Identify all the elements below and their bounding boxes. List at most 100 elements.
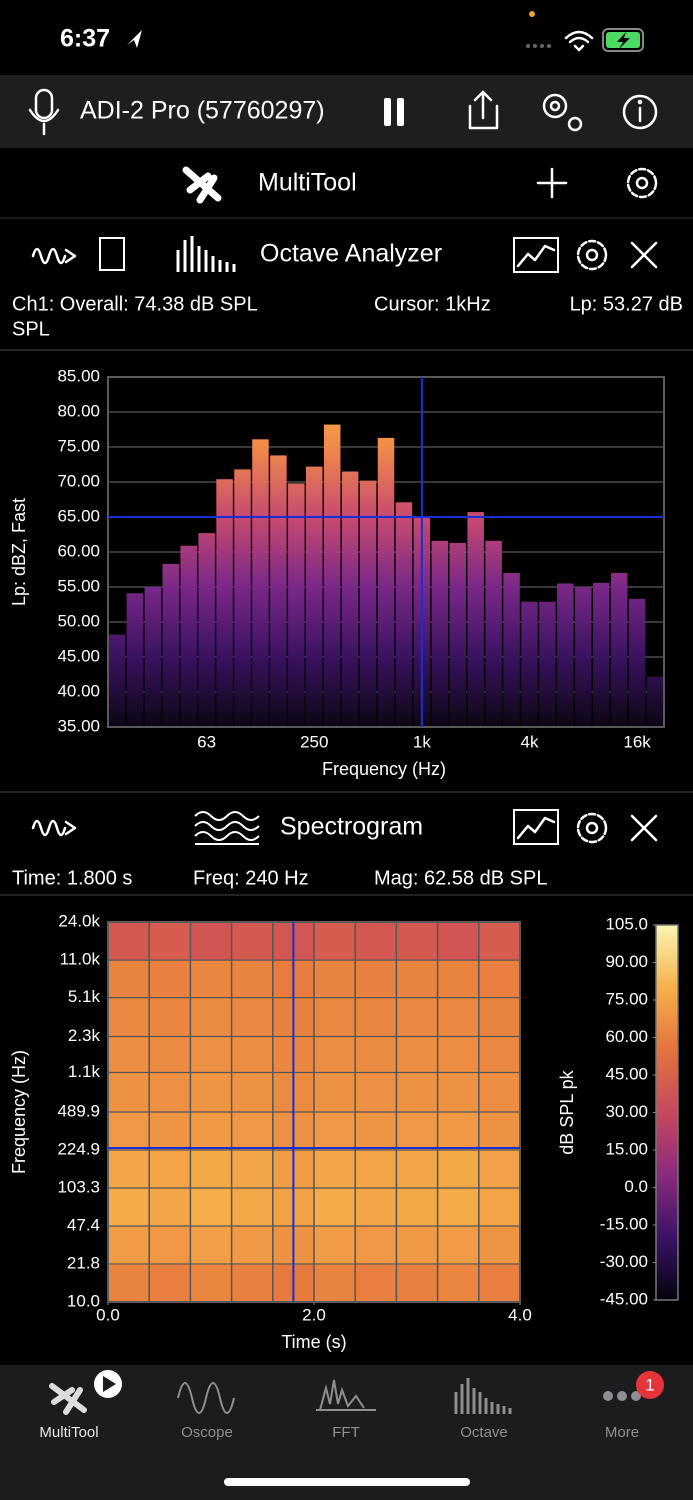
graph-options[interactable]	[513, 809, 559, 845]
colorbar-tick-label: 15.00	[605, 1139, 648, 1158]
bar	[485, 540, 502, 727]
plot-border	[107, 921, 521, 1303]
heat-cell	[478, 997, 521, 1037]
heat-cell	[355, 1226, 397, 1265]
clock: 6:37	[60, 25, 110, 53]
close-panel[interactable]	[630, 814, 658, 842]
y-tick-label: 35.00	[57, 716, 100, 735]
heat-cell	[355, 1072, 397, 1113]
bar	[646, 676, 664, 727]
y-tick-label: 40.00	[57, 681, 100, 700]
tab-icon[interactable]	[603, 1391, 641, 1401]
heat-cell	[314, 922, 356, 961]
badge-count: 1	[645, 1375, 654, 1394]
y-tick-label: 2.3k	[68, 1026, 101, 1045]
y-tick-label: 224.9	[57, 1139, 100, 1158]
tab-label[interactable]: Octave	[460, 1424, 508, 1441]
x-tick-label: 1k	[413, 732, 431, 751]
tab-icon[interactable]	[454, 1378, 512, 1414]
y-tick-label: 70.00	[57, 471, 100, 490]
y-tick-label: 5.1k	[68, 987, 101, 1006]
heat-cell	[396, 1036, 439, 1074]
heat-cell	[478, 1150, 521, 1189]
y-tick-label: 85.00	[57, 366, 100, 385]
tab-label[interactable]: FFT	[332, 1424, 360, 1441]
tab-label[interactable]: Oscope	[181, 1424, 233, 1441]
heat-cell	[149, 960, 191, 999]
add-button[interactable]	[536, 167, 568, 199]
y-tick-label: 50.00	[57, 611, 100, 630]
heat-cell	[231, 1150, 274, 1189]
badge	[636, 1371, 664, 1399]
heat-cell	[355, 922, 397, 961]
share-button[interactable]	[468, 90, 499, 130]
signal-source[interactable]	[31, 819, 77, 837]
heat-cell	[396, 1111, 439, 1151]
bar	[108, 634, 126, 727]
tab-icon[interactable]	[316, 1379, 376, 1411]
bar	[216, 479, 233, 727]
panel-settings[interactable]	[576, 239, 608, 271]
bar	[610, 573, 628, 727]
heat-cell	[149, 1187, 191, 1227]
heat-cell	[231, 1226, 274, 1265]
mic-indicator	[529, 11, 535, 17]
colorbar-tick-label: -45.00	[600, 1289, 648, 1308]
heat-cell	[190, 997, 233, 1037]
tool-settings[interactable]	[626, 167, 658, 199]
heat-cell	[437, 1187, 480, 1227]
heat-cell	[149, 1036, 191, 1074]
heat-cell	[355, 1150, 397, 1189]
device-settings[interactable]	[542, 93, 583, 132]
bar	[359, 480, 377, 727]
heat-cell	[190, 1226, 233, 1265]
heat-cell	[108, 1226, 150, 1265]
bar	[628, 598, 646, 727]
heat-cell	[437, 1263, 480, 1303]
y-tick-label: 24.0k	[58, 911, 100, 930]
tab-icon[interactable]	[177, 1382, 235, 1414]
tab-label[interactable]: More	[605, 1424, 639, 1441]
heat-cell	[108, 1263, 150, 1303]
play-badge-icon	[103, 1376, 116, 1392]
bar	[270, 455, 287, 727]
heat-cell	[190, 1072, 233, 1113]
panel-settings[interactable]	[576, 812, 608, 844]
heat-cell	[231, 922, 274, 961]
tab-label[interactable]: MultiTool	[39, 1424, 98, 1441]
heat-cell	[190, 1036, 233, 1074]
colorbar-tick-label: 45.00	[605, 1064, 648, 1083]
y-tick-label: 55.00	[57, 576, 100, 595]
signal-source[interactable]	[31, 247, 77, 265]
colorbar-tick-label: 75.00	[605, 989, 648, 1008]
heat-cell	[437, 1226, 480, 1265]
heat-cell	[396, 997, 439, 1037]
mic-icon[interactable]	[28, 88, 60, 136]
bar	[575, 587, 592, 727]
bar	[198, 533, 215, 727]
heat-cell	[396, 960, 439, 999]
tool-title: MultiTool	[258, 169, 357, 197]
bar	[503, 573, 520, 727]
tab-icon[interactable]	[49, 1383, 87, 1415]
bar	[144, 587, 162, 727]
heat-cell	[478, 1187, 521, 1227]
colorbar-tick-label: 60.00	[605, 1027, 648, 1046]
readout: Lp: 53.27 dB	[570, 293, 683, 315]
heat-cell	[314, 1036, 356, 1074]
bar	[341, 471, 359, 727]
colorbar-tick-label: 0.0	[624, 1177, 648, 1196]
heat-cell	[231, 1072, 274, 1113]
device-name[interactable]: ADI-2 Pro (57760297)	[80, 97, 325, 125]
heat-cell	[396, 1263, 439, 1303]
info-button[interactable]	[622, 94, 658, 130]
graph-options[interactable]	[513, 237, 559, 273]
readout: Mag: 62.58 dB SPL	[374, 867, 547, 889]
heat-cell	[190, 960, 233, 999]
waveform-icon[interactable]	[99, 237, 125, 271]
bar	[305, 466, 323, 727]
heat-cell	[314, 960, 356, 999]
pause-button[interactable]	[384, 98, 404, 126]
heat-cell	[396, 1187, 439, 1227]
close-panel[interactable]	[630, 241, 658, 269]
